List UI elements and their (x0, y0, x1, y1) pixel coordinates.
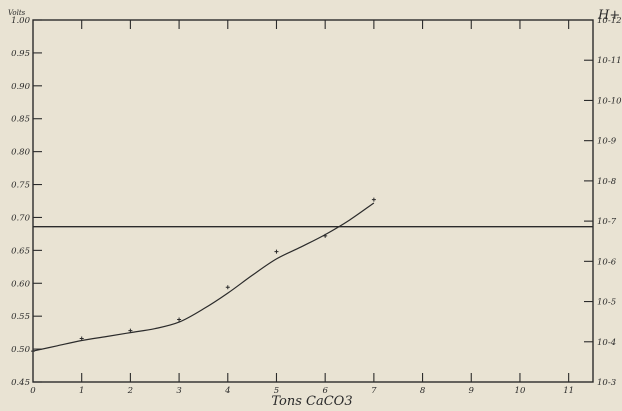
y-tick-label: 1.00 (11, 16, 31, 26)
fitted-curve (32, 202, 375, 352)
y-tick-label: 0.50 (11, 345, 31, 355)
data-point (31, 349, 35, 354)
x-tick-label: 5 (274, 386, 279, 396)
y-right-tick-label: 10-12 (597, 16, 622, 26)
y-tick-label: 0.65 (11, 246, 30, 256)
x-tick-label: 7 (371, 386, 377, 396)
x-tick-label: 8 (420, 386, 426, 396)
x-tick-label: 3 (176, 386, 181, 396)
data-point (177, 317, 182, 322)
y-right-tick-label: 10-4 (597, 338, 616, 348)
y-right-tick-label: 10-7 (597, 217, 617, 227)
y-tick-label: 0.80 (11, 148, 31, 158)
data-point (274, 249, 279, 254)
y-axis-title-left: Volts (8, 9, 26, 17)
plot-area (31, 197, 593, 354)
y-right-tick-label: 10-11 (597, 56, 622, 66)
y-axis-title-right: H+ (597, 8, 620, 23)
y-right-tick-label: 10-10 (597, 96, 622, 106)
y-tick-label: 0.60 (11, 279, 31, 289)
y-right-tick-label: 10-8 (597, 177, 617, 187)
x-tick-label: 6 (322, 386, 328, 396)
tick-marks (33, 19, 593, 383)
y-right-tick-label: 10-3 (597, 378, 616, 388)
x-tick-label: 2 (127, 386, 133, 396)
x-tick-label: 4 (224, 386, 230, 396)
x-tick-label: 1 (79, 386, 84, 396)
data-point (225, 285, 230, 290)
y-tick-label: 0.95 (11, 49, 30, 59)
y-tick-label: 0.55 (11, 312, 30, 322)
data-point (128, 328, 133, 333)
y-tick-label: 0.75 (11, 181, 30, 191)
y-tick-label: 0.90 (11, 82, 31, 92)
x-tick-label: 9 (469, 386, 475, 396)
plot-frame (32, 19, 594, 383)
data-point (371, 197, 376, 202)
tick-labels: 0 1 2 3 4 5 6 7 8 9 10 11 0.45 0.50 0.55 0.60 0.65 0.70 0.… (11, 16, 622, 396)
y-tick-label: 0.85 (11, 115, 30, 125)
y-right-tick-label: 10-6 (597, 257, 617, 267)
x-tick-label: 10 (515, 386, 526, 396)
y-tick-label: 0.45 (11, 378, 30, 388)
x-axis-title: Tons CaCO3 (271, 394, 352, 409)
y-right-tick-label: 10-9 (597, 137, 617, 147)
x-tick-label: 11 (563, 386, 574, 396)
y-tick-label: 0.70 (11, 213, 31, 223)
data-point (323, 233, 328, 238)
y-right-tick-label: 10-5 (597, 298, 616, 308)
data-point (79, 336, 84, 341)
x-tick-label: 0 (30, 386, 36, 396)
